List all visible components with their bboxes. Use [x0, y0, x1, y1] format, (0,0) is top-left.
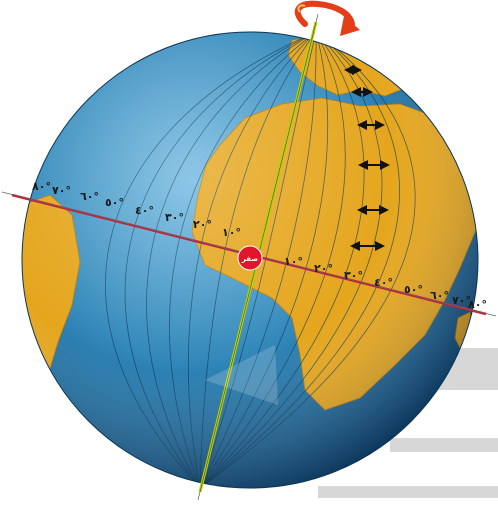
origin-marker: صفر — [237, 245, 263, 271]
degree-label: ٦٠° — [430, 289, 449, 302]
degree-label: ٢٠° — [314, 262, 333, 275]
overlay-triangle — [205, 345, 278, 405]
degree-labels-west: ٨٠° ٧٠° ٦٠° ٥٠° ٤٠° ٣٠° ٢٠° ١٠° — [32, 180, 241, 239]
degree-labels-east: ١٠° ٢٠° ٣٠° ٤٠° ٥٠° ٦٠° ٧٠° ٨٠° — [284, 255, 487, 311]
degree-label: ٨٠° — [468, 298, 487, 311]
degree-label: ٤٠° — [135, 204, 154, 217]
degree-label: ٣٠° — [165, 211, 184, 224]
degree-label: ٢٠° — [193, 218, 212, 231]
degree-label: ٨٠° — [32, 180, 51, 193]
degree-label: ٤٠° — [374, 276, 393, 289]
degree-label: ٦٠° — [80, 190, 99, 203]
degree-label: ٥٠° — [105, 196, 124, 209]
origin-label: صفر — [241, 255, 258, 263]
degree-label: ١٠° — [222, 226, 241, 239]
degree-label: ١٠° — [284, 255, 303, 268]
degree-label: ٧٠° — [452, 294, 471, 307]
degree-label: ٧٠° — [52, 184, 71, 197]
double-arrow-column — [344, 65, 390, 251]
degree-label: ٣٠° — [344, 269, 363, 282]
degree-label: ٥٠° — [404, 283, 423, 296]
rotation-arrow-icon — [294, 0, 360, 36]
